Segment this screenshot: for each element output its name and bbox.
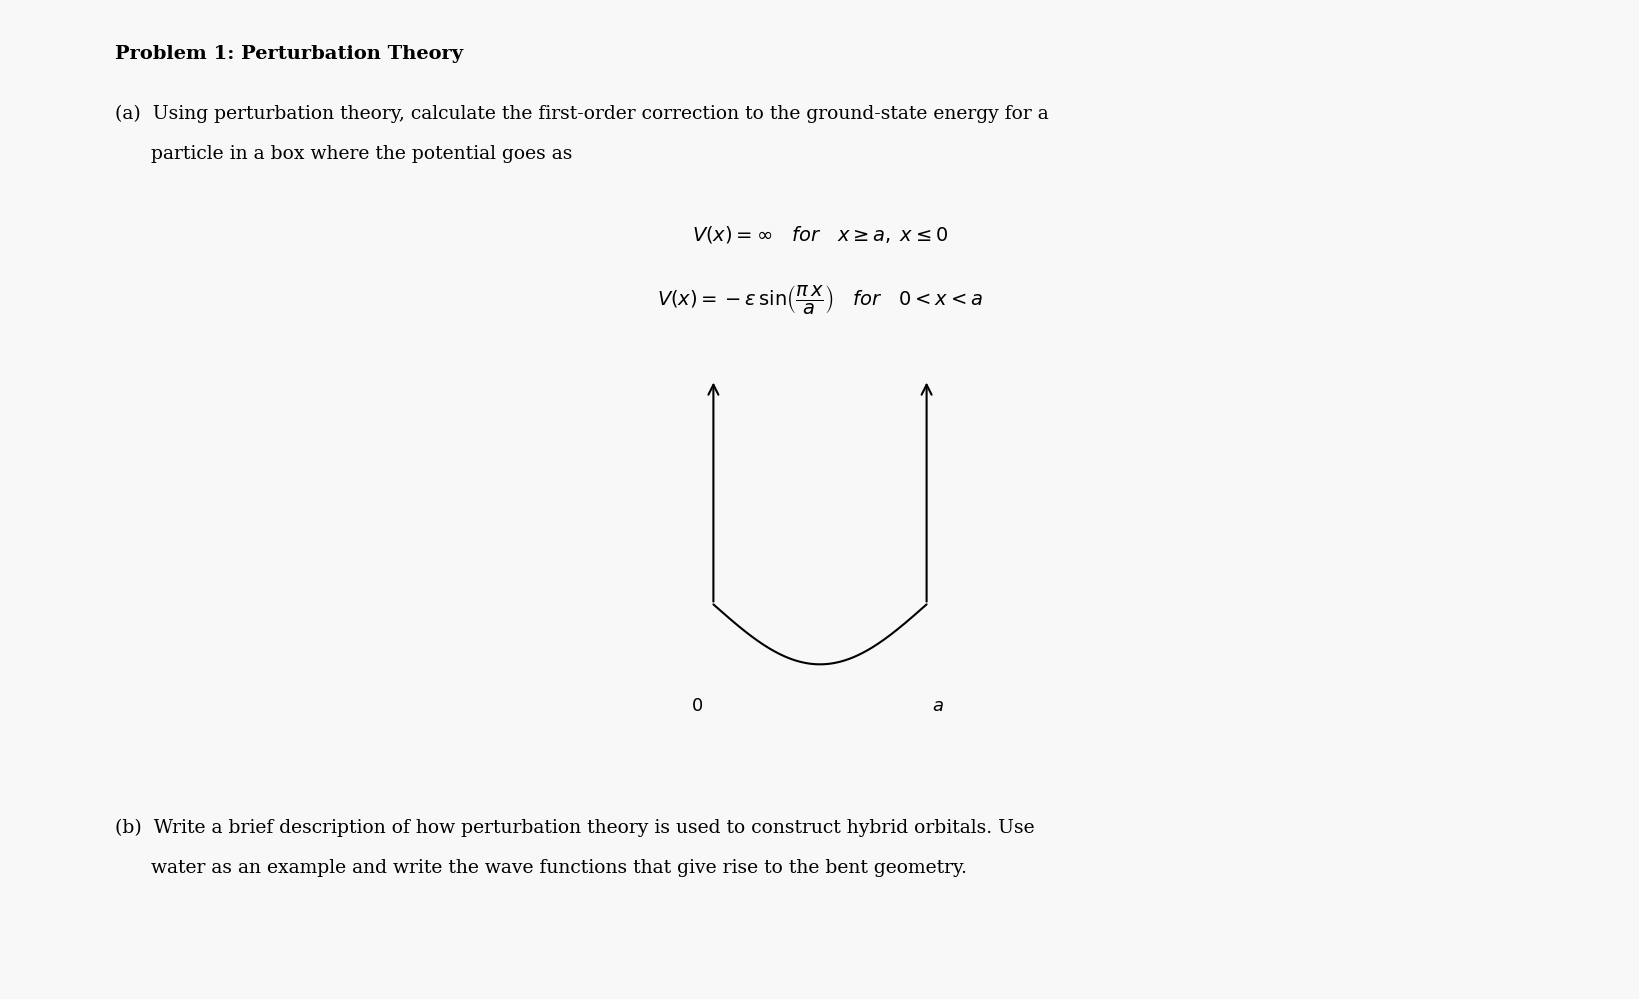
Text: $V(x) = -\varepsilon\,\sin\!\left(\dfrac{\pi\, x}{a}\right) \quad \mathit{for} \: $V(x) = -\varepsilon\,\sin\!\left(\dfrac… <box>657 283 982 317</box>
Text: $V(x) = \infty \quad \mathit{for} \quad x \geq a,\; x \leq 0$: $V(x) = \infty \quad \mathit{for} \quad … <box>692 224 947 246</box>
Text: (b)  Write a brief description of how perturbation theory is used to construct h: (b) Write a brief description of how per… <box>115 819 1034 837</box>
Text: Problem 1: Perturbation Theory: Problem 1: Perturbation Theory <box>115 45 462 63</box>
Text: water as an example and write the wave functions that give rise to the bent geom: water as an example and write the wave f… <box>115 859 967 877</box>
Text: $0$: $0$ <box>690 697 703 715</box>
Text: particle in a box where the potential goes as: particle in a box where the potential go… <box>115 145 572 163</box>
Text: $a$: $a$ <box>931 697 944 715</box>
Text: (a)  Using perturbation theory, calculate the first-order correction to the grou: (a) Using perturbation theory, calculate… <box>115 105 1047 123</box>
